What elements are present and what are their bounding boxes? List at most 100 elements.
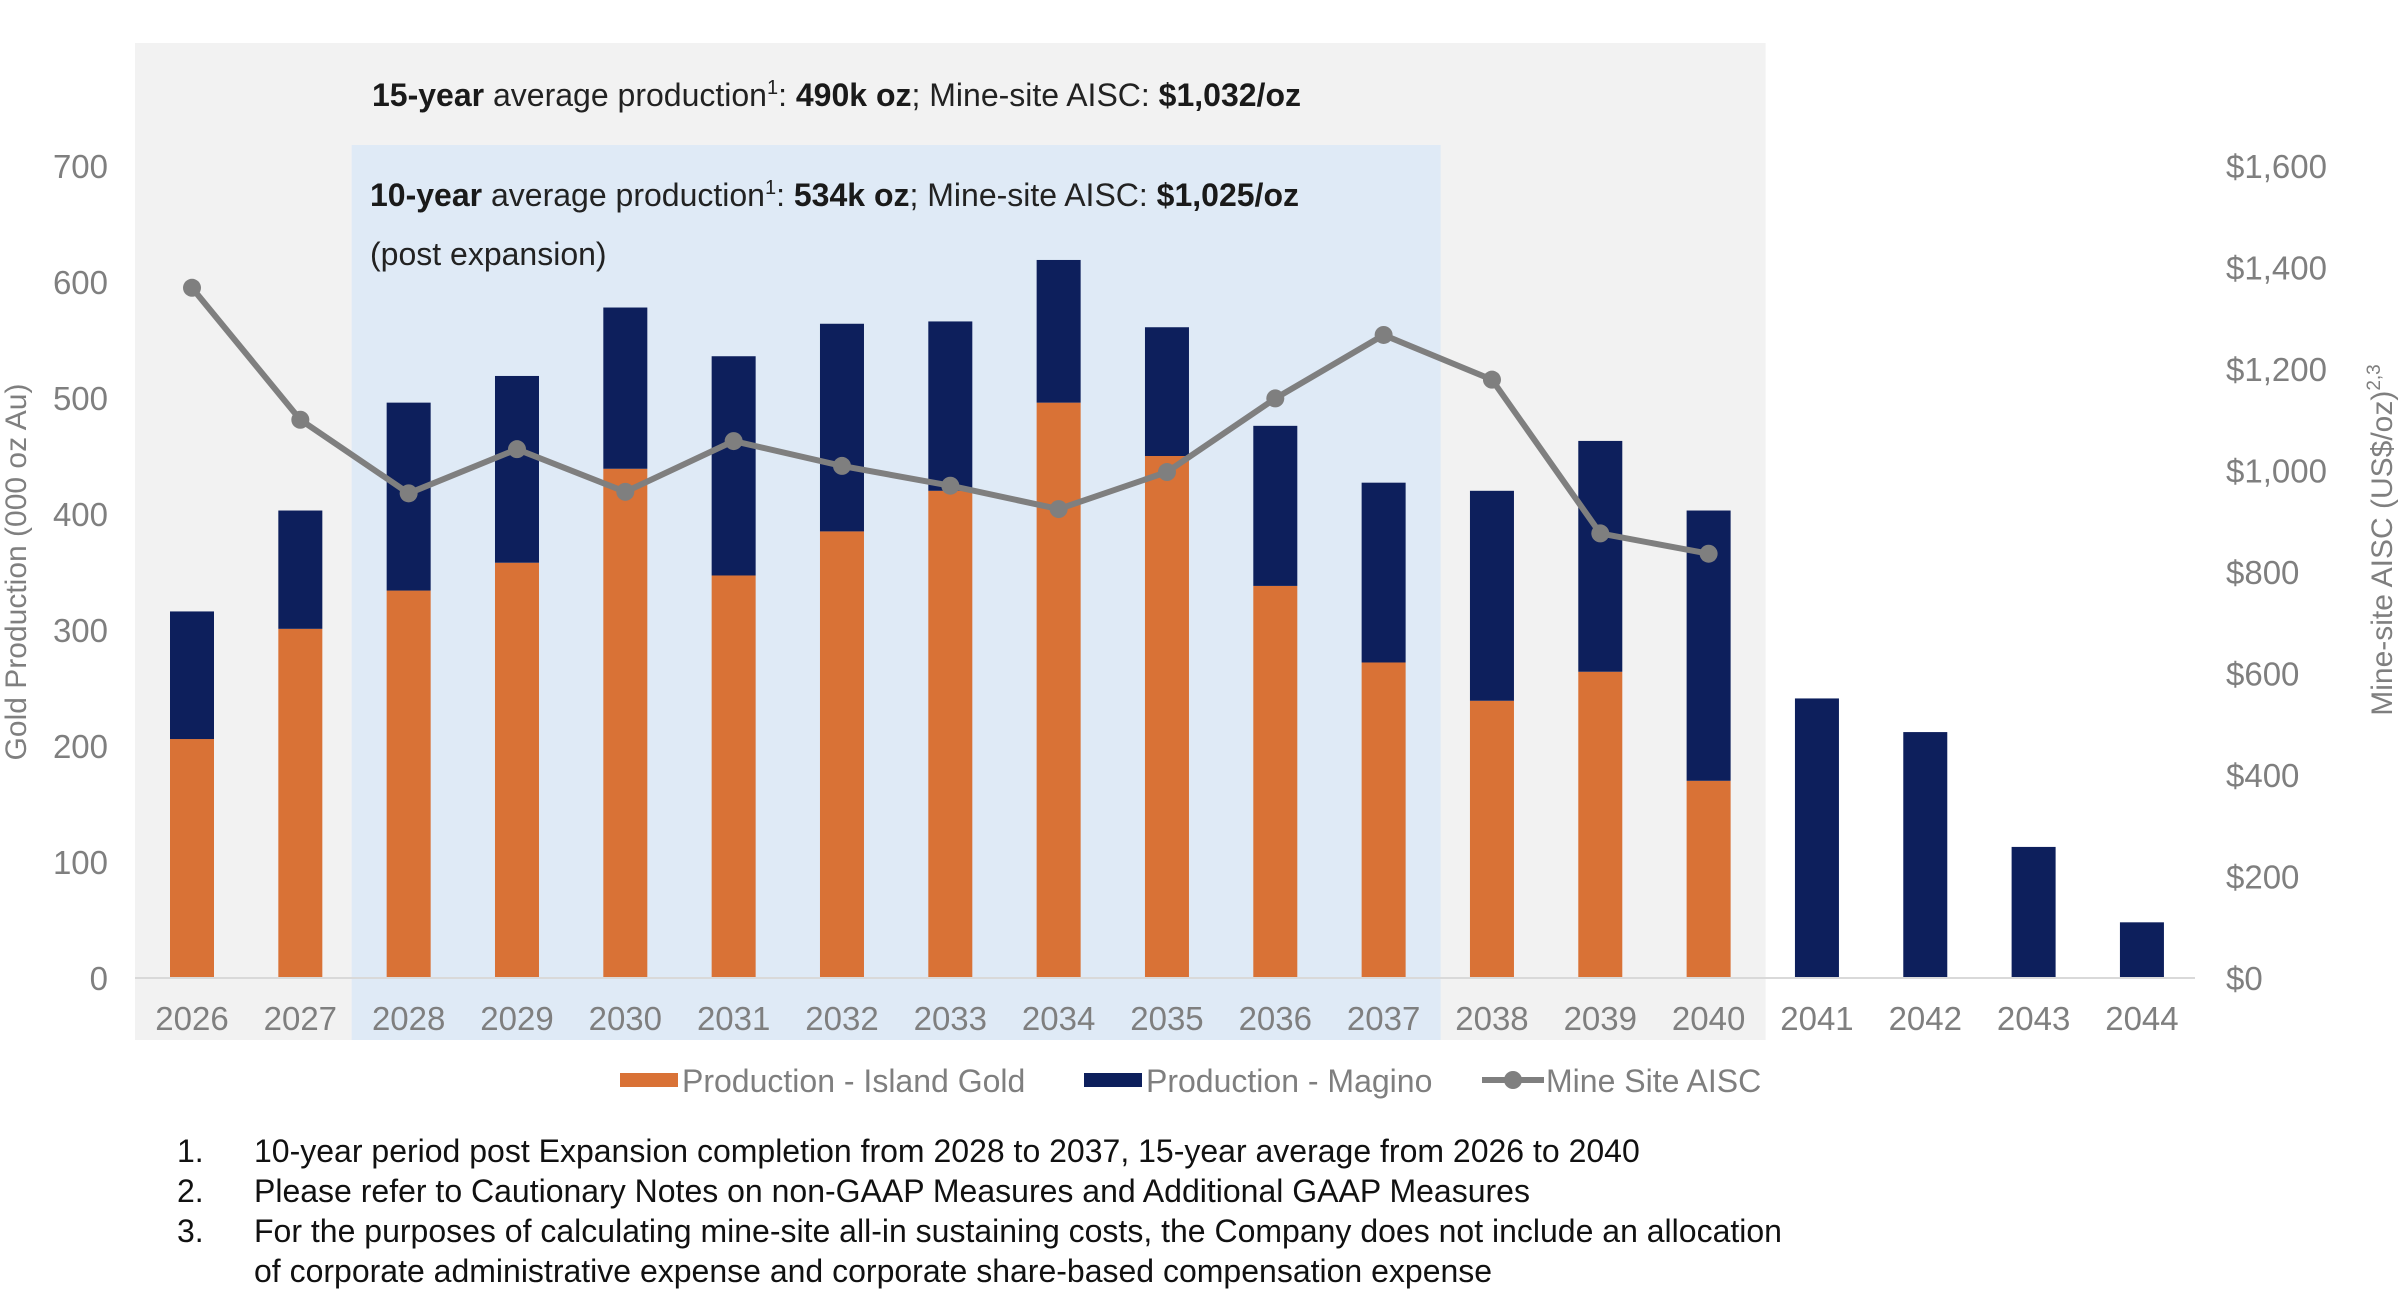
bar-magino-2026 xyxy=(170,611,214,740)
y-tick-label: 0 xyxy=(90,960,108,997)
aisc-point-2039 xyxy=(1591,524,1610,543)
bar-island-gold-2029 xyxy=(494,562,539,978)
y2-tick-label: $1,400 xyxy=(2226,250,2327,287)
x-tick-label: 2037 xyxy=(1347,1000,1420,1037)
y2-tick-label: $1,000 xyxy=(2226,453,2327,490)
y2-axis-label: Mine-site AISC (US$/oz)2,3 xyxy=(2364,364,2399,716)
aisc-point-2037 xyxy=(1374,325,1393,344)
annotations: 15-year average production1: 490k oz; Mi… xyxy=(370,77,1301,272)
bar-magino-2027 xyxy=(278,510,323,629)
bar-magino-2034 xyxy=(1036,259,1081,403)
x-tick-label: 2034 xyxy=(1022,1000,1095,1037)
y-tick-label: 100 xyxy=(53,844,108,881)
aisc-point-2035 xyxy=(1157,463,1176,482)
footnote-text: For the purposes of calculating mine-sit… xyxy=(254,1213,1782,1249)
bar-magino-2036 xyxy=(1253,425,1298,586)
x-tick-label: 2026 xyxy=(155,1000,228,1037)
bar-magino-2035 xyxy=(1144,327,1189,456)
aisc-point-2026 xyxy=(183,278,201,297)
bar-magino-2037 xyxy=(1361,482,1406,663)
y2-tick-label: $1,200 xyxy=(2226,351,2327,388)
bar-magino-2033 xyxy=(928,321,973,491)
aisc-point-2036 xyxy=(1266,389,1285,408)
aisc-point-2032 xyxy=(832,456,851,475)
aisc-point-2040 xyxy=(1699,544,1718,563)
x-tick-label: 2039 xyxy=(1564,1000,1637,1037)
footnote-number: 3. xyxy=(177,1213,204,1249)
bar-island-gold-2034 xyxy=(1036,402,1081,978)
x-tick-label: 2035 xyxy=(1130,1000,1203,1037)
footnote-number: 1. xyxy=(177,1133,204,1169)
aisc-point-2030 xyxy=(616,482,635,501)
bar-island-gold-2037 xyxy=(1361,662,1406,978)
annotation-15-year: 15-year average production1: 490k oz; Mi… xyxy=(372,77,1301,113)
bar-island-gold-2028 xyxy=(386,590,431,978)
bar-island-gold-2031 xyxy=(711,575,756,978)
y2-tick-label: $600 xyxy=(2226,656,2299,693)
legend-label-island-gold: Production - Island Gold xyxy=(682,1063,1025,1099)
y2-tick-label: $0 xyxy=(2226,960,2263,997)
legend-swatch-magino xyxy=(1084,1073,1142,1087)
footnote-number: 2. xyxy=(177,1173,204,1209)
legend-label-aisc: Mine Site AISC xyxy=(1546,1063,1761,1099)
y-tick-label: 400 xyxy=(53,496,108,533)
aisc-point-2028 xyxy=(399,484,418,503)
bar-island-gold-2026 xyxy=(170,739,214,978)
legend-label-magino: Production - Magino xyxy=(1146,1063,1432,1099)
x-tick-label: 2028 xyxy=(372,1000,445,1037)
bar-magino-2041 xyxy=(1794,698,1839,978)
x-tick-label: 2032 xyxy=(805,1000,878,1037)
legend-swatch-aisc-marker xyxy=(1504,1071,1522,1089)
aisc-point-2031 xyxy=(724,432,743,451)
x-tick-label: 2040 xyxy=(1672,1000,1745,1037)
bars xyxy=(170,259,2164,978)
y-tick-label: 500 xyxy=(53,380,108,417)
footnote-text: of corporate administrative expense and … xyxy=(254,1253,1492,1289)
y2-tick-label: $400 xyxy=(2226,757,2299,794)
bar-island-gold-2030 xyxy=(603,468,648,978)
bar-island-gold-2032 xyxy=(819,531,864,978)
x-tick-label: 2038 xyxy=(1455,1000,1528,1037)
ticks: 2026 2027 2028 2029 2030 2031 2032 2033 2034 2035… xyxy=(53,148,2327,1037)
annotation-10-year: 10-year average production1: 534k oz; Mi… xyxy=(370,177,1299,213)
legend: Production - Island Gold Production - Mag… xyxy=(620,1063,1761,1099)
bar-island-gold-2036 xyxy=(1253,585,1298,978)
bar-island-gold-2033 xyxy=(928,490,973,978)
footnote-text: 10-year period post Expansion completion… xyxy=(254,1133,1640,1169)
annotation-post-expansion: (post expansion) xyxy=(370,236,607,272)
bar-magino-2042 xyxy=(1903,732,1948,978)
aisc-point-2033 xyxy=(941,476,960,495)
bar-magino-2039 xyxy=(1578,440,1623,672)
aisc-line xyxy=(183,278,1718,563)
x-tick-label: 2030 xyxy=(589,1000,662,1037)
aisc-point-2027 xyxy=(291,410,310,429)
bar-magino-2029 xyxy=(494,375,539,563)
footnotes: 1. 10-year period post Expansion completi… xyxy=(177,1133,1782,1289)
y-axis-label: Gold Production (000 oz Au) xyxy=(0,384,33,761)
x-tick-label: 2044 xyxy=(2105,1000,2178,1037)
x-tick-label: 2033 xyxy=(914,1000,987,1037)
bar-magino-2032 xyxy=(819,323,864,532)
bar-island-gold-2040 xyxy=(1686,780,1731,978)
aisc-point-2038 xyxy=(1482,370,1501,389)
x-tick-label: 2043 xyxy=(1997,1000,2070,1037)
y2-tick-label: $200 xyxy=(2226,859,2299,896)
x-tick-label: 2041 xyxy=(1780,1000,1853,1037)
x-tick-label: 2042 xyxy=(1889,1000,1962,1037)
footnote-text: Please refer to Cautionary Notes on non-… xyxy=(254,1173,1530,1209)
x-tick-label: 2031 xyxy=(697,1000,770,1037)
bar-magino-2044 xyxy=(2119,922,2164,978)
bar-island-gold-2039 xyxy=(1578,671,1623,978)
y2-tick-label: $800 xyxy=(2226,554,2299,591)
bar-island-gold-2035 xyxy=(1144,456,1189,978)
bar-magino-2030 xyxy=(603,307,648,469)
y2-tick-label: $1,600 xyxy=(2226,148,2327,185)
x-tick-label: 2036 xyxy=(1239,1000,1312,1037)
x-tick-label: 2029 xyxy=(480,1000,553,1037)
y-tick-label: 700 xyxy=(53,148,108,185)
bar-magino-2043 xyxy=(2011,846,2056,978)
bar-island-gold-2038 xyxy=(1469,700,1514,978)
legend-swatch-island-gold xyxy=(620,1073,678,1087)
bar-magino-2038 xyxy=(1469,490,1514,701)
